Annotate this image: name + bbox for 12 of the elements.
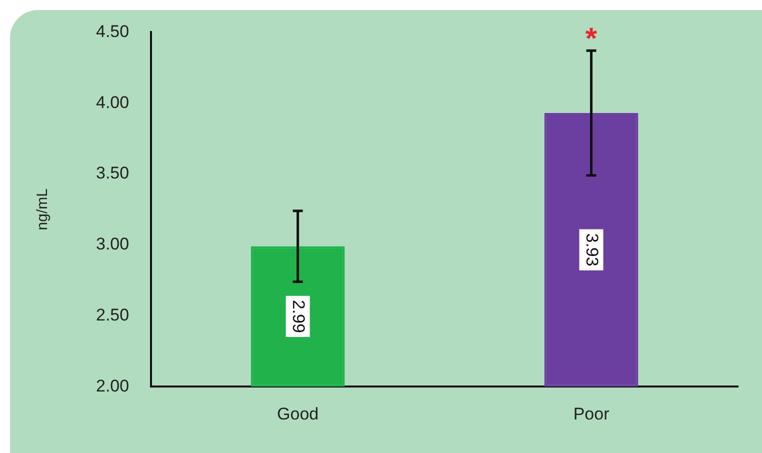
data-label: 3.93 xyxy=(582,233,602,266)
y-tick-label: 3.00 xyxy=(96,234,130,254)
x-tick-label: Good xyxy=(277,404,319,424)
y-tick-label: 2.00 xyxy=(96,376,130,396)
y-tick-label: 2.50 xyxy=(96,305,130,324)
data-label: 2.99 xyxy=(289,300,308,333)
annotation: * xyxy=(585,22,598,56)
y-tick-label: 4.50 xyxy=(96,22,130,41)
y-axis-title: ng/mL xyxy=(34,188,52,230)
x-tick-label: Poor xyxy=(573,404,610,424)
y-tick-label: 3.50 xyxy=(96,164,130,183)
y-tick-label: 4.00 xyxy=(96,92,130,112)
